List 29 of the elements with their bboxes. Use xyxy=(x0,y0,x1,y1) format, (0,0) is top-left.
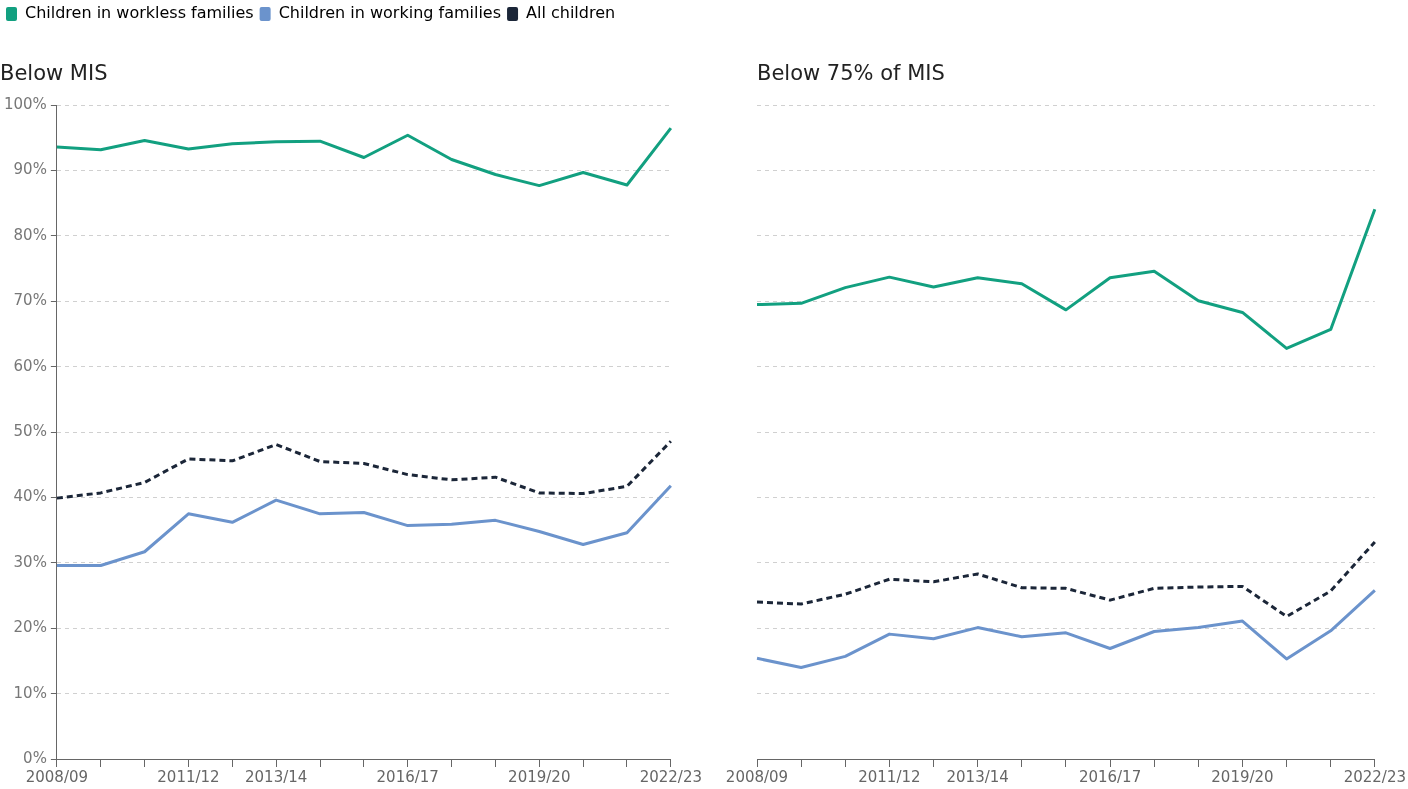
x-tick-label: 2022/23 xyxy=(1343,767,1407,786)
x-tick-label: 2022/23 xyxy=(639,767,703,786)
y-tick-label: 100% xyxy=(3,95,47,114)
legend-label: Children in workless families xyxy=(25,3,254,23)
x-tick-label: 2008/09 xyxy=(25,767,89,786)
x-tick-label: 2019/20 xyxy=(1211,767,1274,786)
x-tick-label: 2011/12 xyxy=(858,767,921,786)
y-tick-label: 10% xyxy=(13,683,47,702)
x-tick-label: 2019/20 xyxy=(508,767,571,786)
x-tick-label: 2016/17 xyxy=(1078,767,1142,786)
y-tick-label: 70% xyxy=(13,291,47,310)
y-tick-label: 90% xyxy=(13,160,47,179)
y-tick-label: 60% xyxy=(13,356,47,375)
y-tick-label: 30% xyxy=(13,552,47,571)
y-tick-label: 20% xyxy=(13,618,47,637)
legend-label: Children in working families xyxy=(278,3,502,23)
y-tick-label: 40% xyxy=(13,487,47,506)
y-tick-label: 80% xyxy=(13,225,47,244)
chart-title: Below 75% of MIS xyxy=(757,61,945,86)
line-series xyxy=(55,439,673,500)
x-tick-label: 2008/09 xyxy=(725,767,789,786)
chart-title: Below MIS xyxy=(0,61,108,86)
y-tick-label: 50% xyxy=(13,421,47,440)
x-tick-label: 2016/17 xyxy=(376,767,439,786)
x-tick-label: 2011/12 xyxy=(157,767,220,786)
x-tick-label: 2013/14 xyxy=(946,767,1009,786)
legend-label: All children xyxy=(526,3,616,23)
x-tick-label: 2013/14 xyxy=(244,767,308,786)
y-tick-label: 0% xyxy=(23,748,47,767)
